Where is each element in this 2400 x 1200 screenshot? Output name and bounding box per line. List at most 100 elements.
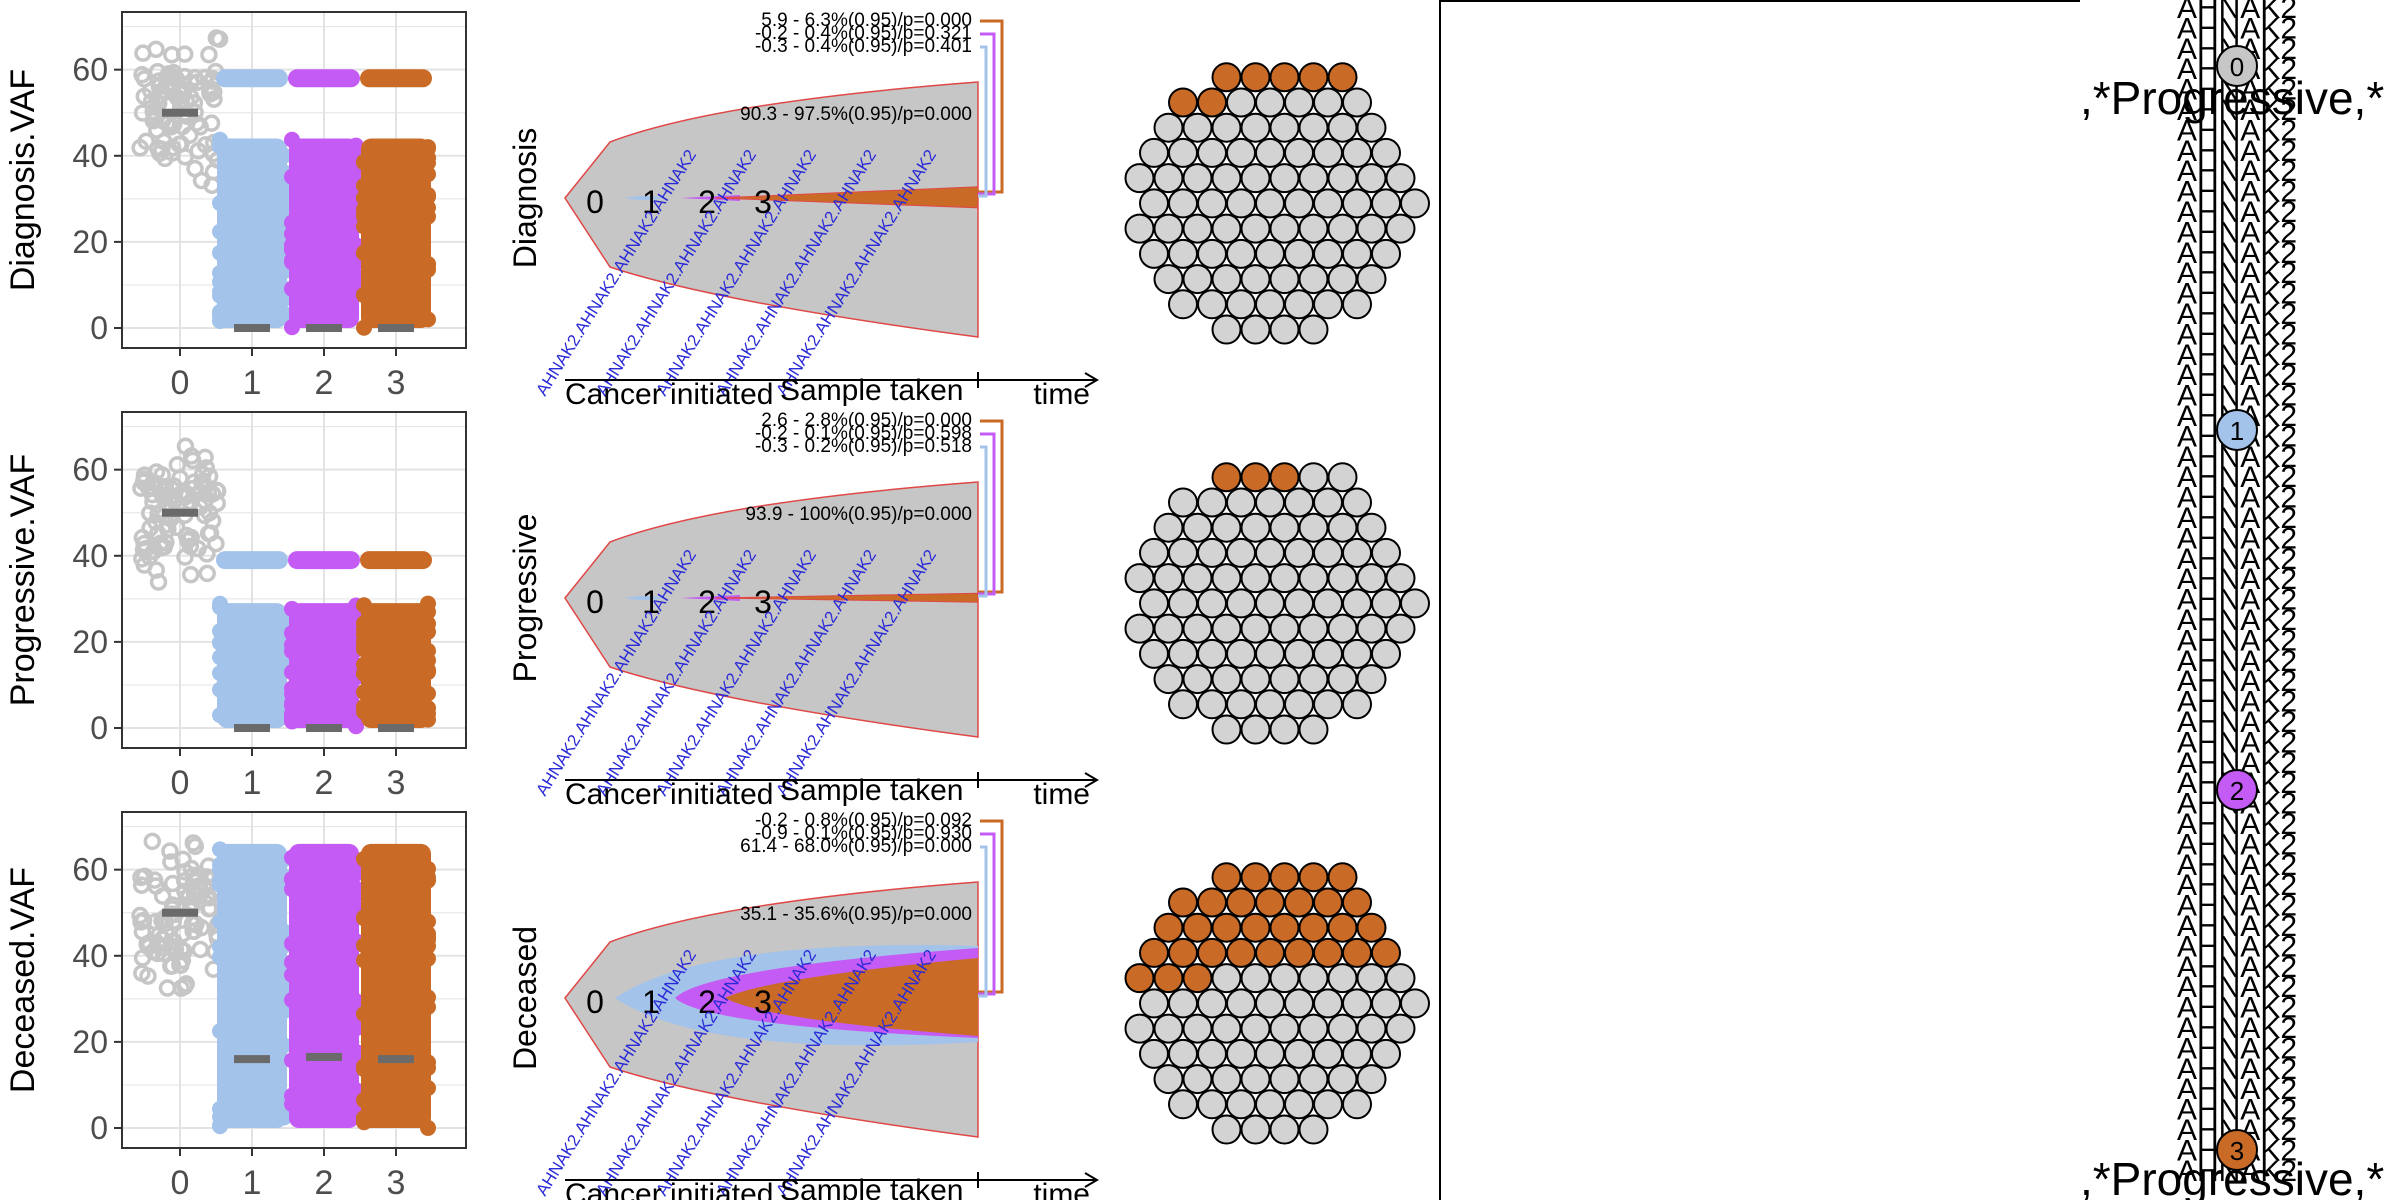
cell-clone-0 — [1298, 512, 1329, 543]
vaf-point-cluster-0 — [184, 834, 203, 852]
vaf-point-cluster-3 — [356, 665, 372, 682]
vaf-point-cluster-1 — [212, 287, 228, 304]
cell-clone-0 — [1211, 314, 1242, 345]
vaf-scatter-progressive: 0 20 40 60 0 1 2 3 Progressive.VAF — [4, 411, 467, 802]
tree-gene-label: AHNAK2 — [2177, 828, 2297, 861]
vaf-point-cluster-3 — [420, 208, 436, 225]
cell-clone-3 — [1371, 937, 1401, 968]
fish-clone-3 — [725, 958, 978, 1036]
ci-bracket — [978, 419, 1004, 594]
vaf-point-cluster-1 — [212, 634, 228, 651]
y-tick-label: 40 — [72, 538, 108, 574]
vaf-point-cluster-3 — [356, 1092, 372, 1109]
fish-node-label: 2 — [698, 184, 716, 220]
vaf-point-cluster-3 — [420, 711, 436, 728]
vaf-point-cluster-3 — [420, 186, 436, 203]
tree-gene-label: AHNAK2 — [2177, 298, 2297, 331]
y-tick-label: 60 — [72, 452, 108, 488]
cell-clone-0 — [1240, 163, 1271, 194]
vaf-point-cluster-3 — [420, 913, 436, 930]
vaf-point-cluster-1 — [212, 223, 228, 240]
tree-gene-label: AHNAK2 — [2177, 461, 2297, 494]
cell-clone-0 — [1153, 163, 1184, 194]
vaf-point-cluster-0 — [180, 126, 199, 144]
cell-clone-0 — [1313, 638, 1343, 669]
phylogeny-tree-panel: AHNAK2AHNAK2AHNAK2AHNAK2AHNAK2AHNAK2AHNA… — [1439, 0, 2384, 1200]
cell-clone-3 — [1197, 887, 1227, 918]
vaf-point-cluster-0 — [147, 40, 165, 59]
cell-clone-0 — [1226, 1089, 1256, 1120]
cell-clone-0 — [1168, 289, 1198, 320]
vaf-point-cluster-3 — [356, 684, 372, 701]
median-bar — [234, 1055, 270, 1064]
cell-clone-3 — [1298, 912, 1329, 943]
x-tick-label: 3 — [387, 764, 406, 802]
vaf-point-cluster-0 — [198, 564, 216, 583]
x-end-label: Sample taken — [780, 774, 963, 807]
cell-clone-0 — [1182, 163, 1213, 194]
tree-gene-label: AHNAK2 — [2177, 624, 2297, 657]
cell-clone-3 — [1226, 887, 1256, 918]
cell-clone-0 — [1153, 613, 1184, 644]
vaf-point-cluster-2 — [284, 992, 300, 1009]
vaf-point-cluster-3 — [420, 257, 436, 274]
cell-clone-0 — [1240, 1114, 1271, 1145]
vaf-point-cluster-0 — [134, 911, 153, 930]
y-tick-label: 0 — [90, 710, 108, 746]
cell-clone-0 — [1356, 1013, 1387, 1044]
vaf-band-cluster-2 — [289, 138, 359, 328]
x-tick-label: 3 — [387, 364, 406, 402]
vaf-point-cluster-3 — [356, 1110, 372, 1127]
vaf-point-cluster-2 — [348, 1020, 364, 1037]
fish-clone-3 — [714, 592, 979, 603]
cell-clone-0 — [1153, 112, 1184, 143]
vaf-scatter-deceased: 0 20 40 60 0 1 2 3 Deceased.VAF — [4, 811, 467, 1200]
vaf-point-cluster-0 — [176, 863, 194, 881]
vaf-point-cluster-0 — [133, 923, 152, 941]
vaf-point-cluster-3 — [420, 685, 436, 702]
cell-clone-0 — [1124, 613, 1155, 644]
cell-clone-0 — [1313, 689, 1343, 720]
cell-clone-0 — [1327, 462, 1358, 493]
vaf-point-cluster-1 — [212, 841, 228, 858]
tree-gene-label: AHNAK2 — [2177, 114, 2297, 147]
time-label: time — [1033, 778, 1090, 811]
vaf-point-cluster-0 — [142, 81, 160, 100]
cell-clone-3 — [1211, 62, 1242, 93]
cell-clone-3 — [1356, 912, 1387, 943]
vaf-point-cluster-0 — [208, 482, 227, 500]
vaf-point-cluster-0 — [210, 30, 229, 48]
vaf-point-cluster-0 — [181, 529, 200, 547]
cell-clone-3 — [1269, 912, 1300, 943]
fish-node-label: 0 — [586, 584, 604, 620]
tree-gene-label: AHNAK2 — [2177, 339, 2297, 372]
tree-gene-label: AHNAK2 — [2177, 849, 2297, 882]
vaf-point-cluster-3 — [420, 166, 436, 183]
cell-clone-0 — [1197, 537, 1227, 568]
median-bar — [162, 508, 198, 517]
cell-clone-0 — [1226, 988, 1256, 1019]
x-tick-label: 3 — [387, 1164, 406, 1200]
tree-node — [2216, 409, 2258, 451]
cell-clone-0 — [1342, 188, 1372, 219]
fish-plot-panels: 0 1 2 3AHNAK2.AHNAK2.AHNAK2.AHNAK2AHNAK2.AH… — [507, 10, 1099, 1200]
cell-clone-3 — [1211, 462, 1242, 493]
cell-clone-3 — [1240, 862, 1271, 893]
x-tick-label: 1 — [243, 1164, 262, 1200]
ci-bracket — [978, 19, 1004, 194]
vaf-point-cluster-2 — [284, 1052, 300, 1069]
cell-clone-0 — [1269, 563, 1300, 594]
cell-clone-3 — [1240, 912, 1271, 943]
fish-node-label: 2 — [698, 984, 716, 1020]
cell-clone-0 — [1168, 1089, 1198, 1120]
cell-clone-0 — [1197, 487, 1227, 518]
cell-clone-3 — [1168, 887, 1198, 918]
cell-clone-0 — [1182, 613, 1213, 644]
cell-clone-0 — [1197, 289, 1227, 320]
vaf-point-cluster-0 — [133, 65, 151, 84]
cell-clone-0 — [1182, 264, 1213, 295]
x-tick-label: 0 — [171, 1164, 190, 1200]
tree-gene-label: AHNAK2 — [2177, 604, 2297, 637]
cell-clone-0 — [1168, 238, 1198, 269]
